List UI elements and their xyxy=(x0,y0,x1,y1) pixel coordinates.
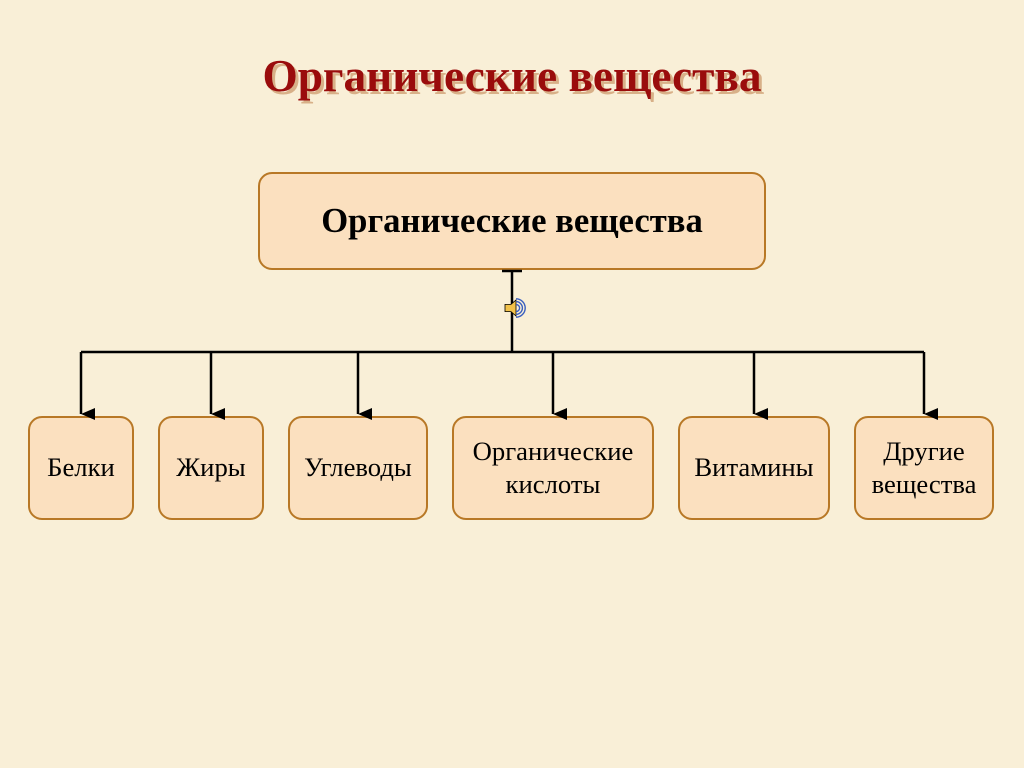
child-node-label: Другие вещества xyxy=(872,435,977,502)
child-node-label: Белки xyxy=(47,451,115,484)
child-node-label: Витамины xyxy=(694,451,813,484)
child-node-label: Органические кислоты xyxy=(473,435,634,502)
child-node-carbohydrates: Углеводы xyxy=(288,416,428,520)
child-node-vitamins: Витамины xyxy=(678,416,830,520)
child-node-label: Жиры xyxy=(176,451,245,484)
child-node-fats: Жиры xyxy=(158,416,264,520)
root-node: Органические вещества xyxy=(258,172,766,270)
connectors-layer xyxy=(0,0,1024,768)
page-title: Органические вещества xyxy=(0,50,1024,102)
child-node-other: Другие вещества xyxy=(854,416,994,520)
child-node-proteins: Белки xyxy=(28,416,134,520)
child-node-label: Углеводы xyxy=(304,451,412,484)
sound-icon xyxy=(505,298,525,323)
root-node-label: Органические вещества xyxy=(321,202,703,241)
child-node-organic-acids: Органические кислоты xyxy=(452,416,654,520)
